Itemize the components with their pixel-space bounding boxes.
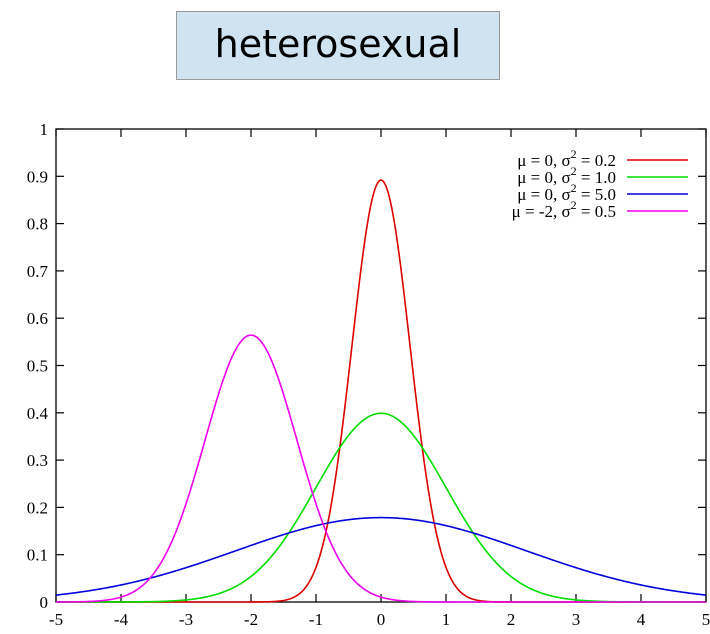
y-tick-label: 0 — [40, 593, 49, 612]
legend-label-3: μ = 0, σ2 = 5.0 — [517, 181, 616, 204]
series-line-1 — [56, 179, 706, 603]
y-tick-label: 0.6 — [27, 309, 48, 328]
x-tick-label: -4 — [114, 610, 129, 629]
x-tick-label: -3 — [179, 610, 193, 629]
legend-label-1: μ = 0, σ2 = 0.2 — [517, 147, 616, 170]
y-tick-label: 0.7 — [27, 262, 49, 281]
x-tick-label: -2 — [244, 610, 258, 629]
x-tick-label: 1 — [442, 610, 451, 629]
x-tick-label: 3 — [572, 610, 581, 629]
legend-label-4: μ = -2, σ2 = 0.5 — [512, 198, 616, 221]
x-tick-label: 2 — [507, 610, 516, 629]
axes: -5 -4 -3 -2 -1 0 1 2 3 4 5 0 0.1 0.2 0.3 0.4 0.5 0.6 0.7 0.… — [27, 120, 710, 629]
y-tick-label: 0.8 — [27, 215, 48, 234]
curves — [55, 179, 707, 603]
y-tick-label: 0.9 — [27, 167, 48, 186]
y-tick-label: 0.1 — [27, 546, 48, 565]
legend: μ = 0, σ2 = 0.2μ = 0, σ2 = 1.0μ = 0, σ2 … — [512, 147, 688, 221]
y-tick-label: 0.2 — [27, 498, 48, 517]
x-tick-label: 4 — [637, 610, 646, 629]
x-tick-label: -1 — [309, 610, 323, 629]
annotation-label: heterosexual — [176, 11, 500, 80]
y-tick-label: 0.4 — [27, 404, 49, 423]
y-tick-label: 1 — [40, 120, 49, 139]
legend-label-2: μ = 0, σ2 = 1.0 — [517, 164, 616, 187]
x-tick-label: 5 — [702, 610, 710, 629]
series-line-3 — [55, 516, 707, 596]
x-tick-label: 0 — [377, 610, 386, 629]
y-tick-label: 0.3 — [27, 451, 48, 470]
x-tick-label: -5 — [49, 610, 63, 629]
series-line-4 — [55, 334, 706, 603]
y-tick-label: 0.5 — [27, 357, 48, 376]
annotation-text: heterosexual — [214, 22, 462, 66]
